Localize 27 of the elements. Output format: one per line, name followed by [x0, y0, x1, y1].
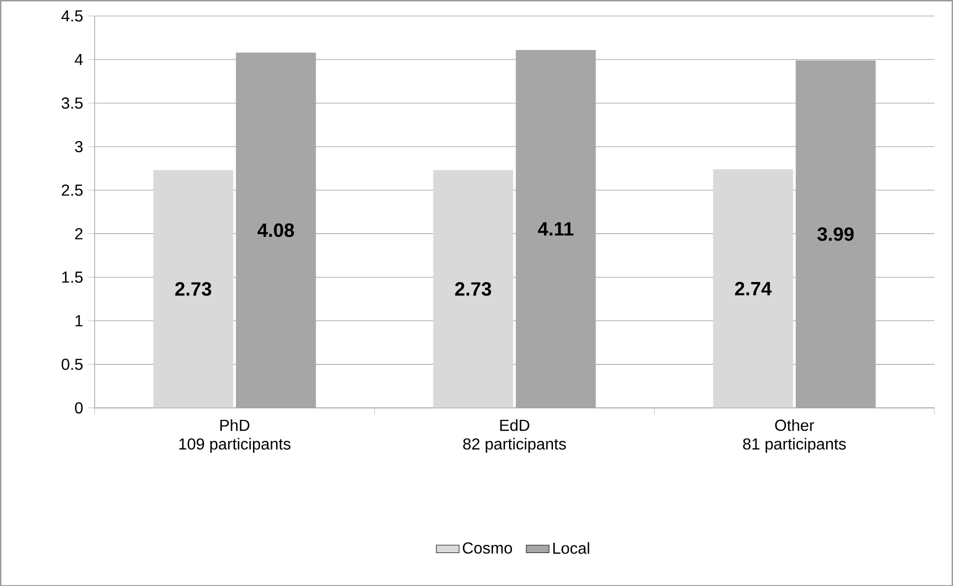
y-tick-label: 2: [75, 228, 82, 240]
data-label: 4.08: [258, 223, 294, 237]
y-tick-label: 4.5: [61, 10, 83, 22]
x-tick-label: PhD 109 participants: [179, 419, 290, 453]
data-label: 4.11: [538, 222, 574, 236]
bar: [153, 170, 234, 408]
x-tick-label: EdD 82 participants: [463, 419, 566, 453]
y-tick-label: 0: [75, 402, 83, 414]
bar: [236, 52, 316, 408]
y-tick-label: 2.5: [62, 184, 83, 196]
bar: [516, 50, 596, 408]
y-tick-label: 0.5: [62, 358, 83, 370]
data-label: 2.73: [455, 282, 492, 296]
bar: [713, 169, 794, 408]
bar: [796, 60, 876, 408]
y-tick-label: 1: [76, 315, 82, 326]
legend-label: Local: [553, 542, 590, 554]
y-tick-label: 3.5: [62, 97, 83, 109]
y-tick-label: 3: [74, 140, 83, 152]
legend-label: Cosmo: [462, 542, 512, 554]
data-label: 2.73: [175, 282, 212, 296]
x-tick-label: Other 81 participants: [743, 419, 846, 453]
y-tick-label: 1.5: [62, 271, 83, 283]
data-label: 2.74: [735, 282, 772, 296]
y-tick-label: 4: [74, 54, 83, 65]
data-label: 3.99: [817, 227, 854, 241]
bar: [433, 170, 514, 408]
